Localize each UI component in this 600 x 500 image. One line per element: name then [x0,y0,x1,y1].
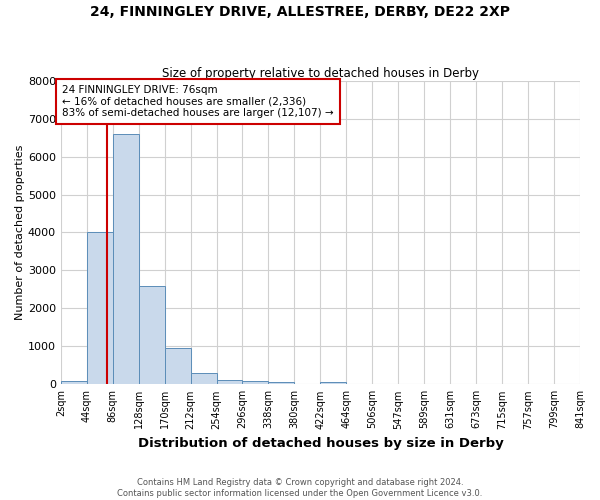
Text: 24 FINNINGLEY DRIVE: 76sqm
← 16% of detached houses are smaller (2,336)
83% of s: 24 FINNINGLEY DRIVE: 76sqm ← 16% of deta… [62,85,334,118]
Bar [164,348,191,385]
Y-axis label: Number of detached properties: Number of detached properties [15,145,25,320]
Bar [61,382,87,384]
X-axis label: Distribution of detached houses by size in Derby: Distribution of detached houses by size … [137,437,503,450]
Bar [113,134,139,384]
Title: Size of property relative to detached houses in Derby: Size of property relative to detached ho… [162,66,479,80]
Bar [242,382,268,384]
Bar [217,380,242,384]
Bar [191,372,217,384]
Bar [268,382,295,384]
Text: Contains HM Land Registry data © Crown copyright and database right 2024.
Contai: Contains HM Land Registry data © Crown c… [118,478,482,498]
Text: 24, FINNINGLEY DRIVE, ALLESTREE, DERBY, DE22 2XP: 24, FINNINGLEY DRIVE, ALLESTREE, DERBY, … [90,5,510,19]
Bar [87,232,113,384]
Bar [320,382,346,384]
Bar [139,286,164,384]
